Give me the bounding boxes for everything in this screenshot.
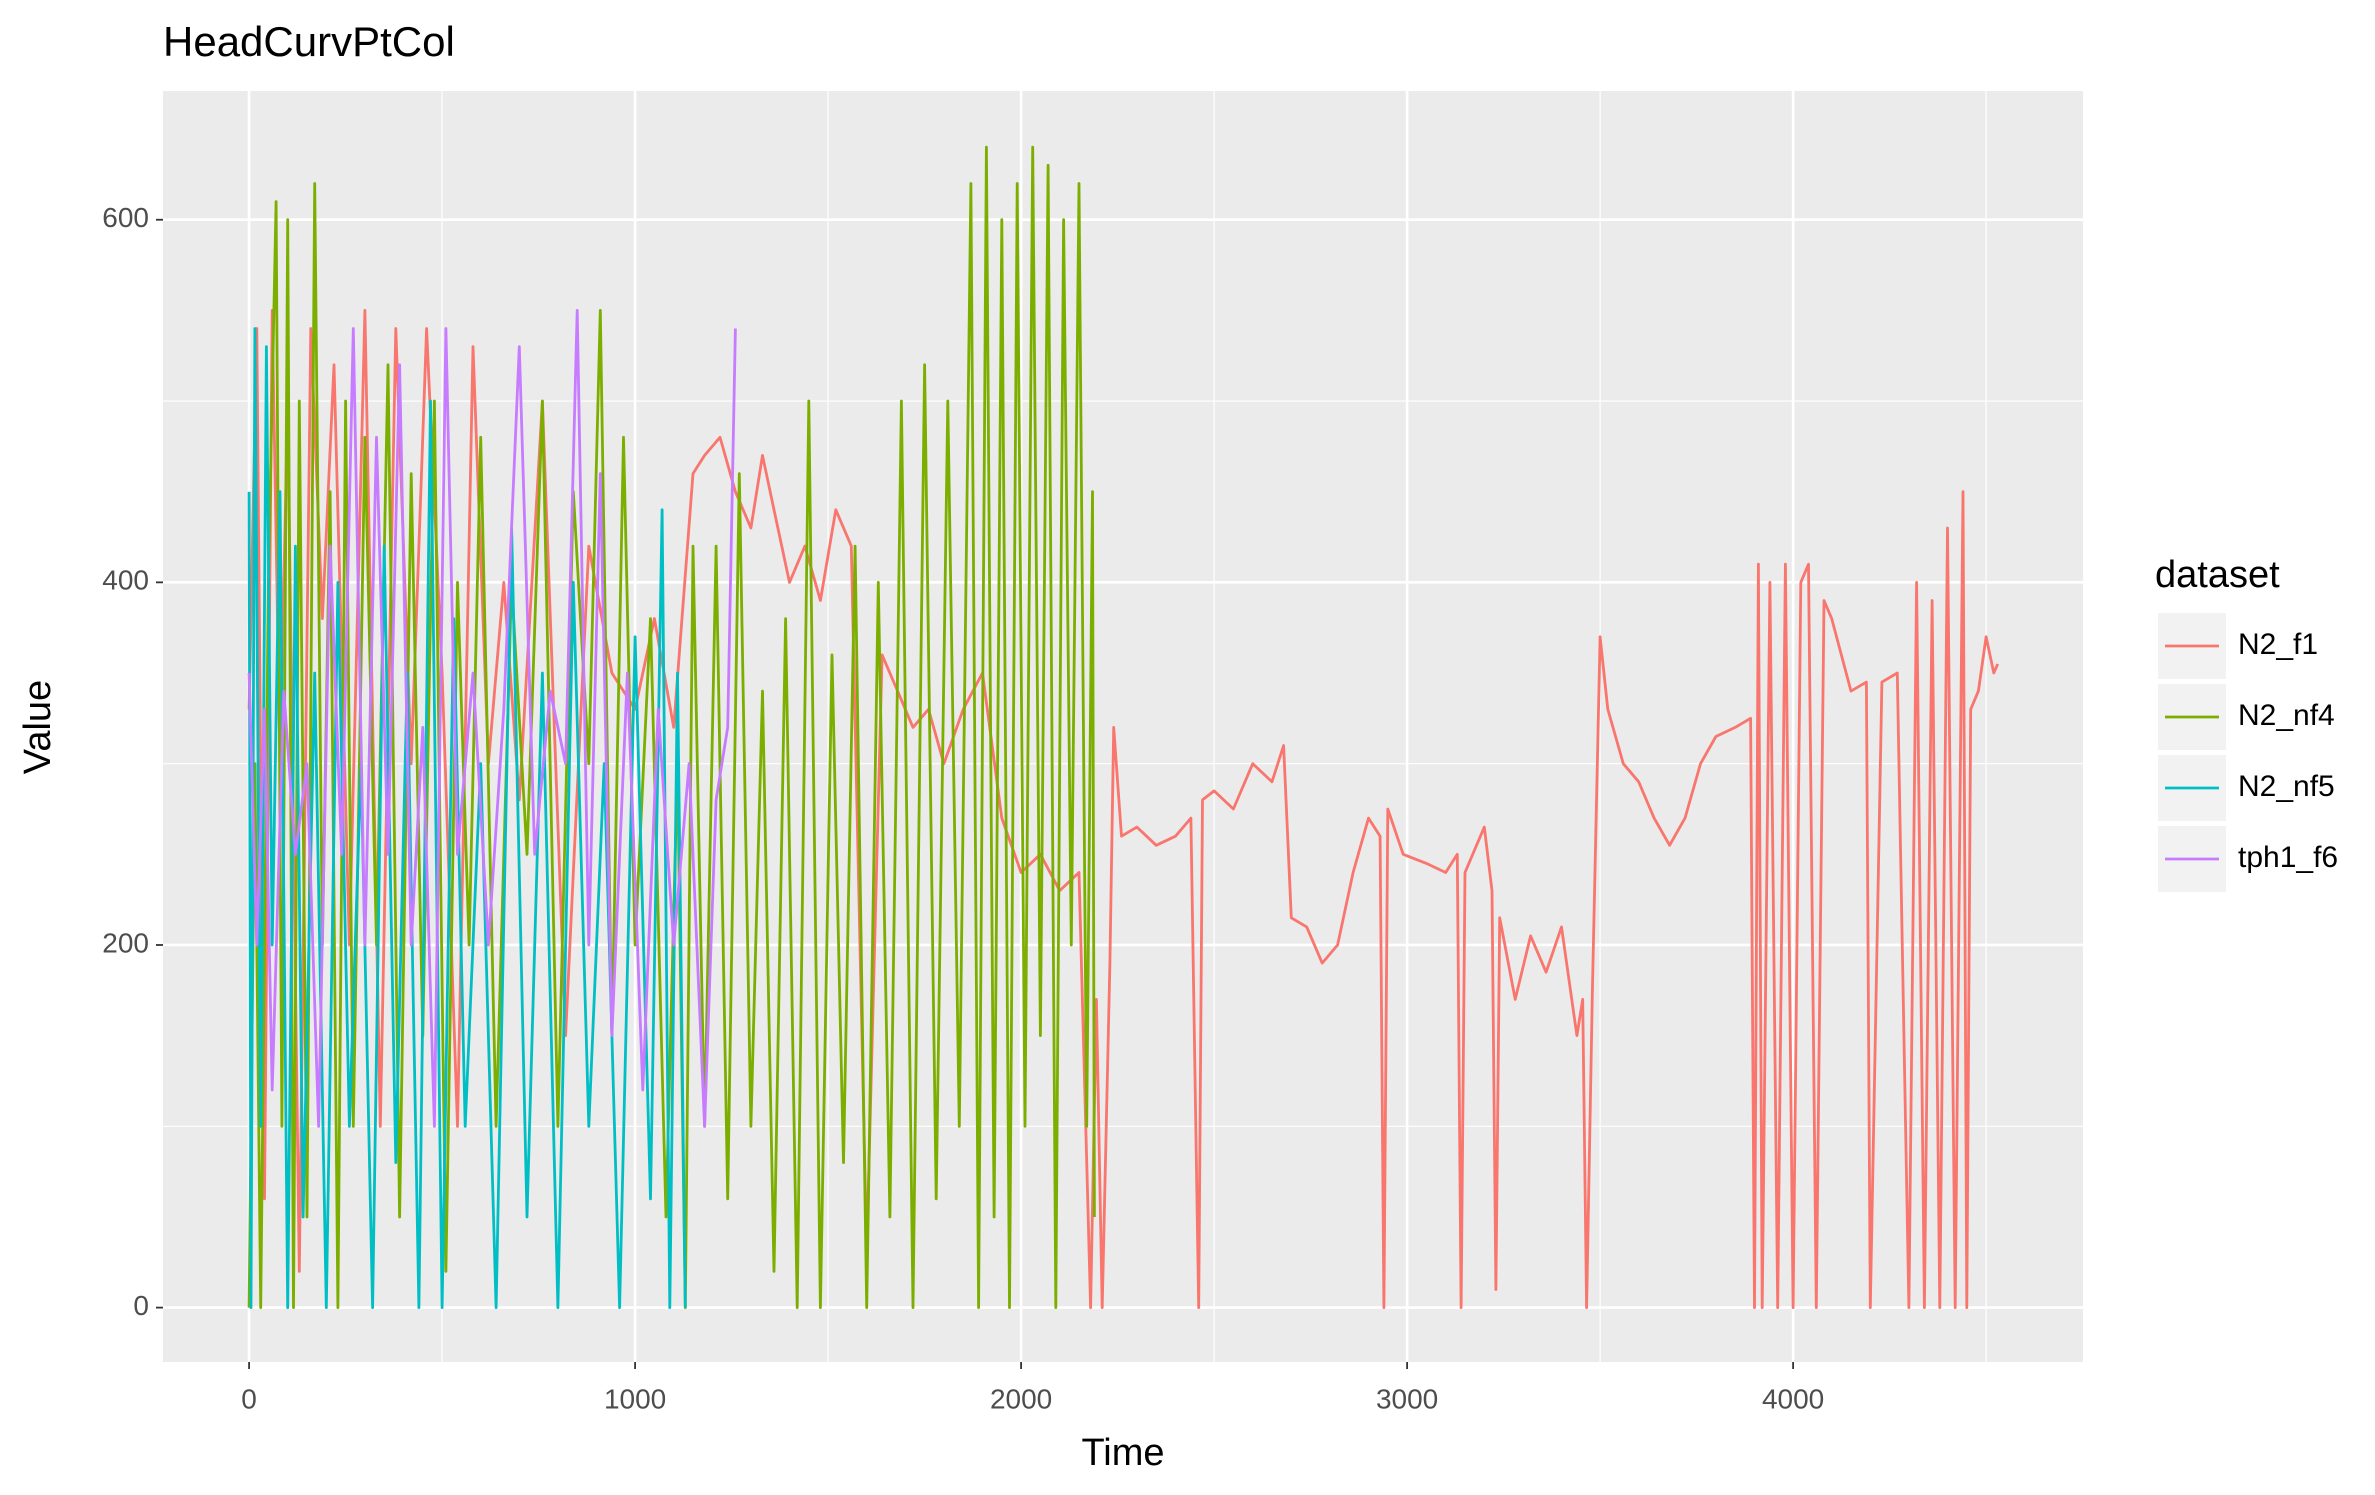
chart-title: HeadCurvPtCol xyxy=(163,18,455,65)
x-tick-label: 3000 xyxy=(1376,1383,1438,1414)
x-axis-title: Time xyxy=(1081,1432,1164,1474)
series-line xyxy=(247,309,737,1128)
legend-title: dataset xyxy=(2155,554,2280,596)
plot-lines xyxy=(247,145,1999,1309)
x-tick-label: 4000 xyxy=(1762,1383,1824,1414)
legend-label: tph1_f6 xyxy=(2238,841,2338,874)
x-tick-label: 1000 xyxy=(604,1383,666,1414)
series-line xyxy=(247,145,1096,1309)
x-tick-label: 2000 xyxy=(990,1383,1052,1414)
x-tick-label: 0 xyxy=(241,1383,257,1414)
y-tick-label: 200 xyxy=(102,927,149,958)
series-line xyxy=(247,309,1999,1309)
legend: N2_f1 N2_nf4 N2_nf5 tph1_f6 xyxy=(2158,613,2338,892)
legend-label: N2_nf5 xyxy=(2238,770,2335,803)
legend-label: N2_nf4 xyxy=(2238,699,2335,732)
legend-label: N2_f1 xyxy=(2238,628,2318,661)
y-tick-label: 0 xyxy=(133,1290,149,1321)
y-axis-title: Value xyxy=(17,680,59,774)
axes: 0 1000 2000 3000 4000 0 200 400 600 xyxy=(102,202,1824,1414)
y-tick-label: 400 xyxy=(102,565,149,596)
y-tick-label: 600 xyxy=(102,202,149,233)
